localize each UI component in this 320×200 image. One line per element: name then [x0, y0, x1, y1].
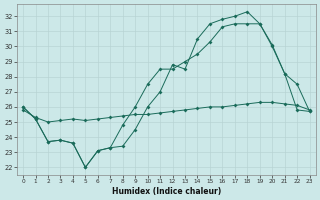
X-axis label: Humidex (Indice chaleur): Humidex (Indice chaleur): [112, 187, 221, 196]
